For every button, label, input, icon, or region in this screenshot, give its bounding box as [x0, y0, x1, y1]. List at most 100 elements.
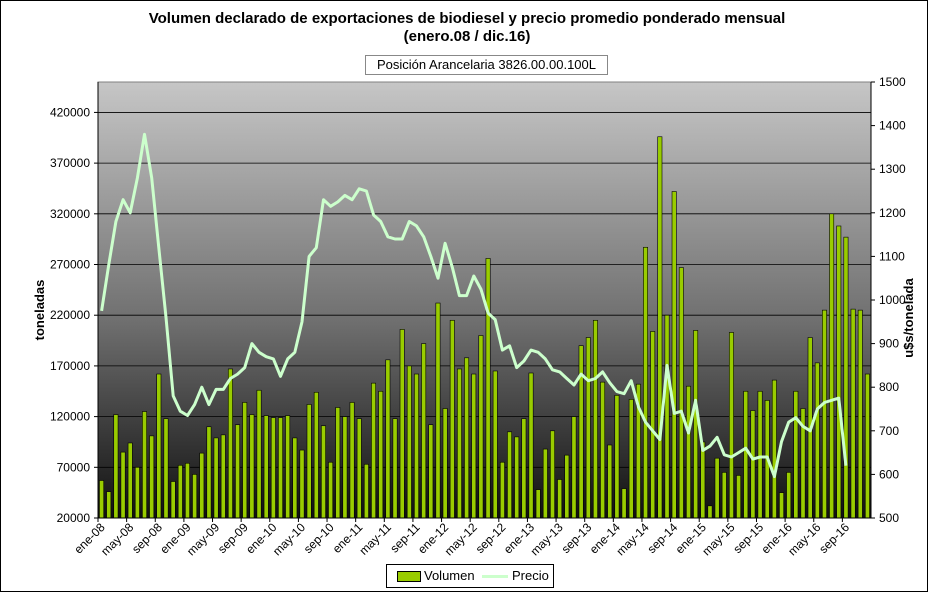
left-tick-label: 20000	[57, 511, 91, 525]
volume-bar	[120, 451, 126, 519]
volume-bar	[621, 488, 627, 519]
left-tick-label: 370000	[50, 156, 90, 170]
volume-bar	[721, 472, 727, 519]
volume-bar	[306, 404, 312, 519]
volume-bar	[292, 437, 298, 519]
volume-bar	[507, 431, 512, 519]
x-tick-label: sep-15	[730, 520, 766, 556]
volume-bar	[521, 418, 527, 519]
volume-bar	[263, 415, 269, 519]
volume-bar	[177, 464, 183, 519]
volume-bar	[414, 373, 419, 519]
legend-item-volumen: Volumen	[397, 568, 475, 583]
volume-bar	[385, 359, 391, 519]
volume-bar	[471, 373, 477, 519]
volume-bar	[134, 467, 140, 519]
volume-bar	[528, 372, 534, 519]
right-tick-label: 1400	[879, 119, 906, 133]
x-tick-label: sep-08	[129, 520, 165, 556]
volume-bar	[363, 463, 369, 519]
volume-bar	[836, 225, 842, 519]
right-tick-label: 1200	[879, 206, 906, 220]
volume-bar	[142, 411, 147, 519]
legend: Volumen Precio	[386, 564, 554, 588]
left-axis-ticks: 20000 70000 120000 170000 220000 270000 320000…	[50, 82, 99, 525]
volume-bar	[557, 479, 563, 519]
x-tick-label: sep-12	[473, 520, 509, 556]
volume-bar	[406, 365, 412, 519]
volume-bar	[435, 302, 441, 519]
right-tick-label: 600	[879, 467, 899, 481]
volume-bar	[564, 454, 570, 519]
volume-bar	[478, 335, 484, 519]
volume-bar	[628, 399, 634, 519]
volume-bar	[650, 331, 656, 519]
volume-bar	[299, 449, 305, 519]
volume-bar	[106, 491, 112, 519]
volume-bar	[686, 385, 691, 519]
left-tick-label: 320000	[50, 207, 90, 221]
volume-bar	[256, 389, 262, 519]
volume-bar	[192, 474, 198, 519]
volume-bar	[335, 407, 341, 519]
x-tick-label: may-14	[613, 520, 651, 558]
volume-bar	[592, 319, 598, 519]
volume-bar	[585, 337, 591, 519]
volume-bar	[514, 436, 520, 519]
volume-bar	[671, 191, 677, 519]
volume-bar	[857, 309, 863, 519]
volume-bar	[378, 390, 384, 519]
volume-bar	[213, 437, 219, 519]
volume-bar	[464, 357, 470, 519]
volume-bar	[457, 368, 462, 519]
volume-bar	[170, 481, 176, 519]
volume-bar	[235, 424, 241, 519]
volume-bar	[700, 441, 706, 519]
volume-bar	[270, 417, 276, 519]
x-tick-label: may-11	[356, 520, 394, 558]
volume-bar	[113, 414, 119, 519]
right-tick-label: 800	[879, 380, 899, 394]
volume-bar	[771, 379, 777, 519]
volume-bar	[607, 444, 613, 519]
left-tick-label: 270000	[50, 258, 90, 272]
volume-bar	[743, 390, 749, 519]
right-tick-label: 1300	[879, 162, 906, 176]
volume-bar	[499, 461, 505, 519]
volume-bar	[492, 370, 498, 519]
left-tick-label: 70000	[57, 460, 91, 474]
volume-bar	[428, 424, 434, 519]
right-axis-ticks: 500 600 700 800 900 1000 1100 1200 1300 1400 1500	[870, 75, 906, 525]
volume-bar	[149, 435, 155, 519]
volume-bar	[442, 408, 448, 519]
price-series-line	[100, 132, 848, 479]
volume-bar	[750, 410, 756, 519]
volume-bar	[643, 246, 648, 519]
left-tick-label: 120000	[50, 410, 90, 424]
volume-bars	[99, 136, 870, 519]
x-axis-ticks: ene-08may-08sep-08ene-09may-09sep-09ene-…	[71, 517, 871, 558]
volume-bar	[156, 373, 162, 519]
volume-bar	[342, 416, 348, 519]
volume-bar	[392, 418, 398, 519]
x-tick-label: may-16	[785, 520, 823, 558]
volume-bar	[664, 314, 670, 519]
right-tick-label: 1500	[879, 75, 906, 89]
volume-bar	[127, 442, 133, 519]
volume-bar	[185, 462, 190, 519]
right-tick-label: 1000	[879, 293, 906, 307]
x-tick-label: may-12	[442, 520, 480, 558]
volume-bar	[728, 332, 734, 519]
right-tick-label: 1100	[879, 249, 905, 263]
x-tick-label: sep-14	[644, 520, 680, 556]
volume-bar	[793, 390, 799, 519]
volume-bar	[356, 418, 362, 519]
volume-bar	[278, 417, 283, 519]
legend-label-precio: Precio	[512, 568, 549, 583]
legend-swatch-precio	[482, 575, 508, 579]
volume-bar	[571, 416, 577, 519]
volume-bar	[399, 329, 405, 519]
volume-bar	[535, 489, 541, 519]
volume-bar	[328, 461, 334, 519]
volume-bar	[829, 213, 835, 519]
